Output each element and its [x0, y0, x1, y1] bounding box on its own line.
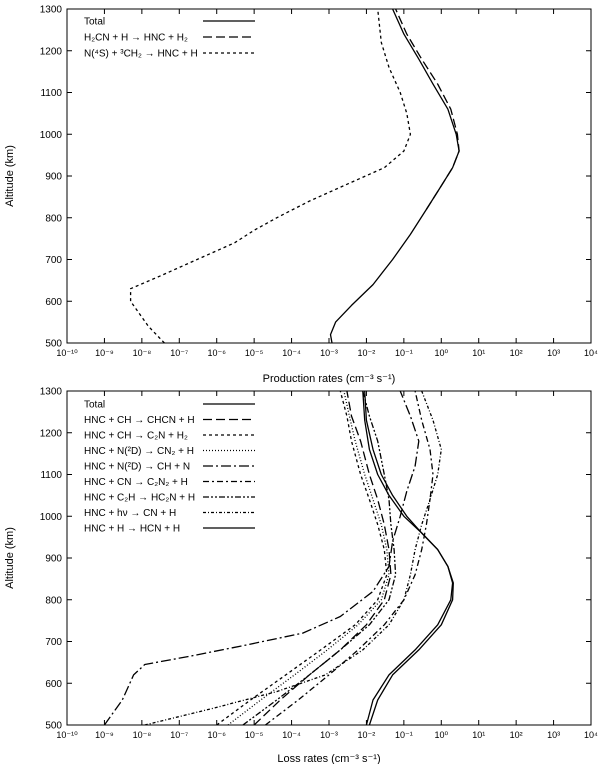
- loss-x-tick-label: 10⁻²: [358, 730, 376, 740]
- production-legend-label-0: Total: [84, 17, 105, 28]
- production-legend-label-2: N(⁴S) + ³CH₂ → HNC + H: [84, 49, 198, 60]
- loss-x-tick-label: 10⁻⁸: [133, 730, 152, 740]
- loss-x-tick-label: 10¹: [472, 730, 485, 740]
- loss-x-tick-label: 10⁻³: [320, 730, 338, 740]
- loss-series-line-8: [364, 391, 454, 725]
- loss-x-tick-label: 10³: [547, 730, 560, 740]
- loss-series-line-7: [144, 391, 442, 725]
- production-x-tick-label: 10⁻⁶: [207, 348, 226, 358]
- loss-legend-label-8: HNC + H → HCN + H: [84, 524, 180, 535]
- production-y-tick-label: 1100: [40, 88, 62, 99]
- production-x-tick-label: 10⁻⁷: [170, 348, 188, 358]
- production-y-tick-label: 1000: [40, 130, 63, 141]
- loss-y-tick-label: 800: [45, 595, 62, 606]
- loss-legend-label-3: HNC + N(²D) → CN₂ + H: [84, 446, 194, 457]
- loss-y-tick-label: 600: [45, 679, 62, 690]
- loss-x-tick-label: 10⁻⁶: [207, 730, 226, 740]
- loss-legend-label-4: HNC + N(²D) → CH + N: [84, 462, 190, 473]
- loss-x-tick-label: 10⁻⁹: [95, 730, 114, 740]
- loss-x-tick-label: 10⁻¹: [395, 730, 413, 740]
- production-x-tick-label: 10⁻⁹: [95, 348, 114, 358]
- production-x-axis-label: Production rates (cm⁻³ s⁻¹): [263, 373, 396, 385]
- production-y-tick-label: 600: [45, 297, 62, 308]
- loss-x-tick-label: 10⁻⁵: [245, 730, 264, 740]
- loss-legend-label-1: HNC + CH → CHCN + H: [84, 415, 195, 426]
- production-x-tick-label: 10¹: [472, 348, 485, 358]
- loss-x-tick-label: 10⁻⁷: [170, 730, 188, 740]
- loss-legend-label-7: HNC + hν → CN + H: [84, 508, 176, 519]
- production-series-line-1: [395, 9, 460, 210]
- production-y-axis-label: Altitude (km): [4, 145, 16, 207]
- production-series-line-0: [329, 9, 460, 343]
- loss-series-line-4: [103, 391, 420, 725]
- loss-y-tick-label: 1100: [40, 470, 62, 481]
- production-y-tick-label: 500: [45, 339, 62, 350]
- loss-legend-label-2: HNC + CH → C₂N + H₂: [84, 431, 188, 442]
- loss-y-tick-label: 700: [45, 637, 62, 648]
- loss-y-tick-label: 1300: [40, 387, 63, 398]
- production-x-tick-label: 10⁴: [584, 348, 598, 358]
- loss-legend-label-6: HNC + C₂H → HC₂N + H: [84, 493, 195, 504]
- production-panel: 10⁻¹⁰ 10⁻⁹ 10⁻⁸ 10⁻⁷ 10⁻⁶ 10⁻⁵ 10⁻⁴ 10⁻³ 10⁻² 10⁻…: [4, 5, 598, 386]
- production-y-tick-label: 1300: [40, 5, 63, 16]
- loss-legend-label-5: HNC + CN → C₂N₂ + H: [84, 477, 188, 488]
- production-x-tick-label: 10⁻¹: [395, 348, 413, 358]
- production-x-tick-label: 10²: [510, 348, 523, 358]
- production-legend-label-1: H₂CN + H → HNC + H₂: [84, 33, 188, 44]
- loss-x-axis-label: Loss rates (cm⁻³ s⁻¹): [277, 753, 380, 764]
- production-x-tick-label: 10⁻⁴: [282, 348, 301, 358]
- loss-x-tick-label: 10⁻¹⁰: [56, 730, 78, 740]
- loss-y-axis-label: Altitude (km): [4, 527, 16, 589]
- production-y-tick-label: 1200: [40, 46, 63, 57]
- loss-series-line-3: [227, 391, 390, 725]
- loss-y-tick-label: 900: [45, 554, 62, 565]
- production-x-tick-label: 10⁰: [434, 348, 448, 358]
- loss-y-tick-label: 1000: [40, 512, 63, 523]
- loss-y-tick-label: 500: [45, 721, 62, 732]
- production-y-tick-label: 700: [45, 255, 62, 266]
- loss-x-tick-label: 10⁻⁴: [282, 730, 301, 740]
- loss-legend-label-0: Total: [84, 400, 105, 411]
- loss-series-line-2: [216, 391, 388, 725]
- loss-panel: 10⁻¹⁰ 10⁻⁹ 10⁻⁸ 10⁻⁷ 10⁻⁶ 10⁻⁵ 10⁻⁴ 10⁻³ 10⁻² 10⁻…: [4, 387, 598, 764]
- loss-y-tick-label: 1200: [40, 428, 63, 439]
- production-y-tick-label: 900: [45, 172, 62, 183]
- production-series-line-2: [129, 9, 412, 343]
- loss-x-tick-label: 10⁰: [434, 730, 448, 740]
- loss-series-line-1: [253, 391, 392, 725]
- production-x-tick-label: 10⁻⁸: [133, 348, 152, 358]
- loss-x-tick-label: 10⁴: [584, 730, 598, 740]
- production-x-tick-label: 10⁻³: [320, 348, 338, 358]
- production-x-tick-label: 10⁻²: [358, 348, 376, 358]
- loss-series-line-6: [242, 391, 397, 725]
- production-x-tick-label: 10⁻⁵: [245, 348, 264, 358]
- loss-series-line-5: [265, 391, 434, 725]
- production-x-tick-label: 10³: [547, 348, 560, 358]
- production-y-tick-label: 800: [45, 213, 62, 224]
- loss-x-tick-label: 10²: [510, 730, 523, 740]
- production-x-tick-label: 10⁻¹⁰: [56, 348, 78, 358]
